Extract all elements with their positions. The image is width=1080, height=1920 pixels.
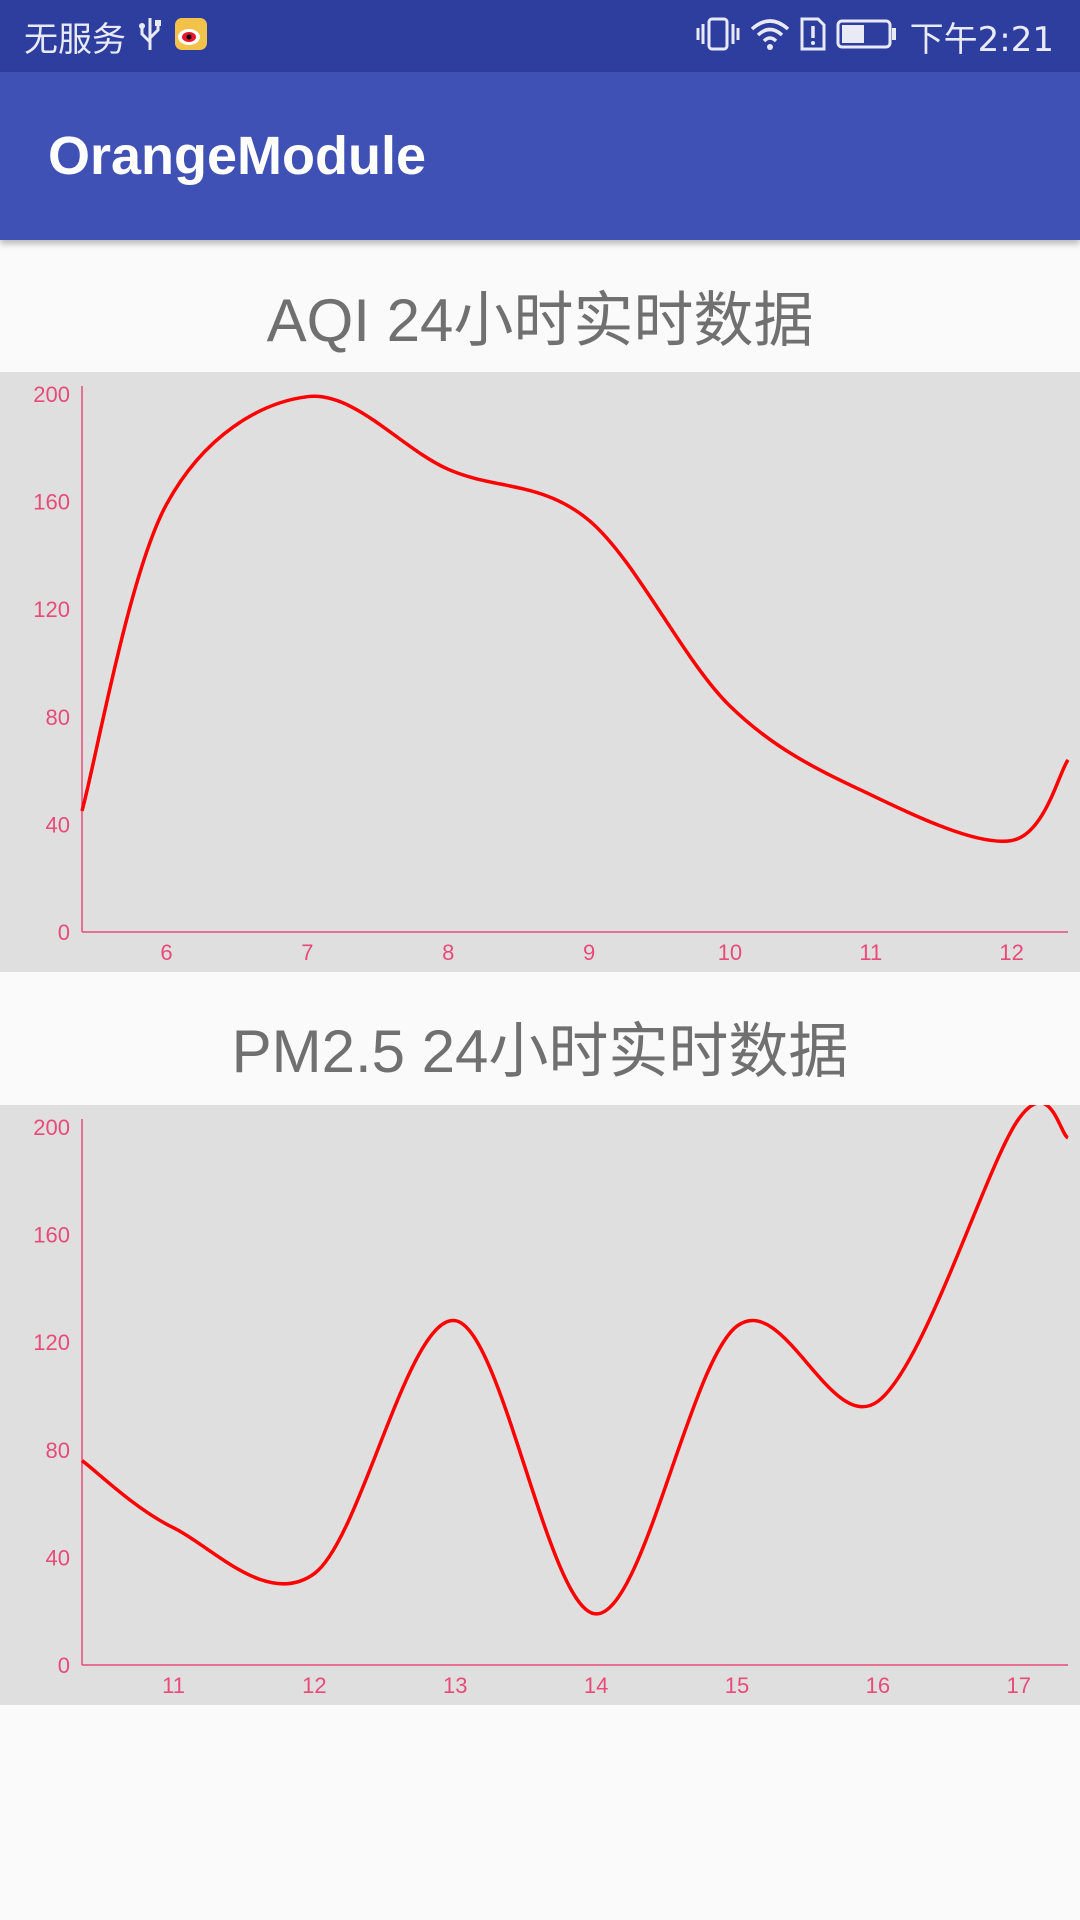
pm25-x-tick-label: 16 — [866, 1673, 890, 1698]
aqi-y-tick-label: 40 — [46, 812, 70, 837]
pm25-x-tick-label: 17 — [1006, 1673, 1030, 1698]
pm25-x-tick-label: 11 — [162, 1673, 185, 1698]
pm25-y-tick-label: 120 — [33, 1330, 70, 1355]
pm25-series-line — [80, 1105, 1070, 1616]
pm25-chart-panel: 0 40 80 120 160 200 11 12 13 14 15 16 17 — [0, 1105, 1080, 1705]
pm25-x-tick-label: 14 — [584, 1673, 608, 1698]
app-title: OrangeModule — [48, 126, 427, 186]
clock-text: 下午2:21 — [909, 19, 1054, 60]
aqi-x-tick-label: 8 — [442, 940, 454, 965]
pm25-x-tick-label: 15 — [725, 1673, 749, 1698]
pm25-y-tick-label: 80 — [46, 1438, 70, 1463]
pm25-x-tick-label: 13 — [443, 1673, 467, 1698]
battery-icon — [836, 19, 898, 53]
pm25-y-tick-label: 0 — [58, 1653, 70, 1678]
usb-icon — [136, 16, 164, 56]
aqi-y-tick-label: 80 — [46, 705, 70, 730]
weibo-icon — [174, 17, 208, 55]
aqi-chart-panel: 0 40 80 120 160 200 6 7 8 9 10 11 12 — [0, 372, 1080, 972]
pm25-y-tick-label: 40 — [46, 1545, 70, 1570]
pm25-chart-title: PM2.5 24小时实时数据 — [231, 1018, 849, 1085]
pm25-chart-svg: 0 40 80 120 160 200 11 12 13 14 15 16 17 — [33, 1105, 1070, 1698]
aqi-y-tick-label: 120 — [33, 597, 70, 622]
pm25-y-tick-label: 160 — [33, 1223, 70, 1248]
aqi-x-tick-label: 11 — [859, 940, 882, 965]
carrier-text: 无服务 — [24, 19, 126, 60]
aqi-chart-svg: 0 40 80 120 160 200 6 7 8 9 10 11 12 — [33, 382, 1070, 965]
status-bar: 无服务 — [0, 0, 1080, 72]
aqi-y-tick-label: 200 — [33, 382, 70, 407]
aqi-x-tick-label: 12 — [999, 940, 1023, 965]
aqi-y-tick-label: 160 — [33, 490, 70, 515]
aqi-series-line — [80, 394, 1070, 844]
aqi-x-tick-label: 7 — [301, 940, 313, 965]
aqi-chart-title: AQI 24小时实时数据 — [266, 287, 814, 354]
wifi-icon — [750, 17, 790, 55]
pm25-x-tick-label: 12 — [302, 1673, 326, 1698]
aqi-y-tick-label: 0 — [58, 920, 70, 945]
pm25-y-tick-label: 200 — [33, 1115, 70, 1140]
app-bar: OrangeModule — [0, 72, 1080, 240]
aqi-x-tick-label: 9 — [583, 940, 595, 965]
aqi-x-tick-label: 10 — [718, 940, 742, 965]
sim-alert-icon — [800, 17, 826, 55]
aqi-x-tick-label: 6 — [160, 940, 172, 965]
vibrate-icon — [696, 16, 740, 56]
